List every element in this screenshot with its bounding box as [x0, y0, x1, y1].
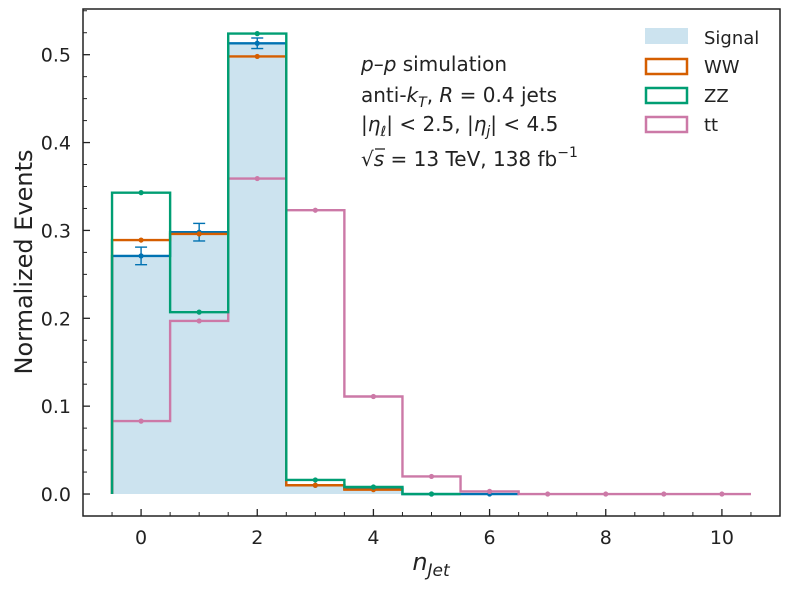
- ann-p1: p: [360, 52, 374, 76]
- ann-sup: −1: [557, 145, 578, 161]
- ann-dash: –: [374, 52, 384, 76]
- legend-label-zz: ZZ: [704, 86, 729, 107]
- legend-swatch-zz: [644, 86, 689, 105]
- ann-jsub: j: [484, 124, 490, 140]
- ann-cut1: | < 2.5, |: [386, 112, 473, 136]
- ann-p2: p: [383, 52, 397, 76]
- point-tt-5: [428, 473, 435, 480]
- y-axis-title: Normalized Events: [10, 150, 38, 375]
- x-axis-title-sub: Jet: [425, 561, 451, 581]
- annotation-block: p–p simulation anti-kT, R = 0.4 jets |ηℓ…: [360, 52, 578, 171]
- legend-swatch-ww: [644, 57, 689, 76]
- x-tick-label-8: 8: [600, 527, 612, 549]
- point-tt-8: [603, 491, 609, 497]
- ann-R: R: [439, 83, 453, 107]
- x-axis-title-base: n: [412, 548, 427, 576]
- signal-fill-layer: [112, 43, 519, 495]
- x-tick-label-10: 10: [710, 527, 734, 549]
- point-ww-3: [312, 482, 318, 488]
- point-tt-2: [254, 175, 260, 182]
- ann-bar1: |: [361, 112, 368, 136]
- ann-k: k: [407, 83, 420, 107]
- ann-comma: ,: [427, 83, 440, 107]
- y-tick-label-0.4: 0.4: [41, 133, 71, 155]
- ann-energy: = 13 TeV, 138 fb: [384, 147, 557, 171]
- point-tt-7: [545, 491, 551, 497]
- y-tick-label-0: 0.0: [41, 484, 71, 506]
- ann-eta2: η: [474, 112, 487, 136]
- point-zz-2: [254, 31, 260, 37]
- point-tt-10: [719, 491, 725, 497]
- ann-anti: anti-: [361, 83, 407, 107]
- point-ww-1: [196, 231, 202, 237]
- legend-swatch-signal: [645, 28, 688, 44]
- point-tt-0: [138, 418, 144, 424]
- x-tick-label-4: 4: [367, 527, 379, 549]
- legend-label-ww: WW: [704, 57, 740, 78]
- legend-label-signal: Signal: [704, 28, 759, 49]
- point-zz-4: [370, 484, 377, 490]
- point-tt-3: [312, 207, 318, 213]
- point-zz-3: [312, 477, 318, 483]
- point-tt-9: [661, 491, 667, 497]
- legend-swatch-tt: [644, 115, 689, 134]
- ann-cut2: | < 4.5: [490, 112, 558, 136]
- point-tt-1: [196, 318, 202, 324]
- x-tick-label-0: 0: [135, 527, 147, 549]
- signal-fill-area: [112, 43, 519, 495]
- x-tick-label-2: 2: [251, 527, 263, 549]
- legend: Signal WW ZZ tt: [644, 28, 759, 136]
- point-zz-1: [196, 309, 202, 315]
- y-tick-label-0.5: 0.5: [41, 45, 71, 67]
- point-ww-0: [138, 237, 144, 243]
- ann-ksub: T: [418, 95, 428, 111]
- marker-layer: [135, 31, 725, 497]
- x-tick-label-6: 6: [484, 527, 496, 549]
- step-lines-layer: [110, 32, 751, 496]
- annotation-line-1: p–p simulation: [360, 52, 507, 76]
- point-ww-2: [254, 53, 260, 60]
- point-zz-5: [428, 491, 435, 497]
- ann-eta1: η: [368, 112, 381, 136]
- axis-ticks: 0 2 4 6 8 10 0.0 0.1 0.2 0.3 0.4 0.5: [41, 10, 781, 549]
- ann-lsub: ℓ: [379, 124, 386, 140]
- point-zz-0: [138, 190, 144, 196]
- y-tick-label-0.1: 0.1: [41, 396, 71, 418]
- point-tt-4: [370, 393, 377, 400]
- ann-sqrt: √: [361, 147, 374, 171]
- point-signal-2: [254, 40, 260, 46]
- series-step-zz: [110, 32, 461, 496]
- y-tick-label-0.3: 0.3: [41, 220, 71, 242]
- point-signal-0: [138, 253, 144, 259]
- ann-Rval: = 0.4 jets: [453, 83, 557, 107]
- y-tick-label-0.2: 0.2: [41, 308, 71, 330]
- annotation-line-4: √s = 13 TeV, 138 fb−1: [361, 145, 578, 171]
- x-axis-title: nJet: [412, 548, 451, 581]
- annotation-line-3: |ηℓ| < 2.5, |ηj| < 4.5: [361, 112, 558, 140]
- legend-label-tt: tt: [704, 115, 718, 136]
- ann-sim: simulation: [396, 52, 507, 76]
- point-tt-6: [486, 488, 493, 494]
- ann-s: s: [374, 147, 384, 171]
- annotation-line-2: anti-kT, R = 0.4 jets: [361, 83, 557, 111]
